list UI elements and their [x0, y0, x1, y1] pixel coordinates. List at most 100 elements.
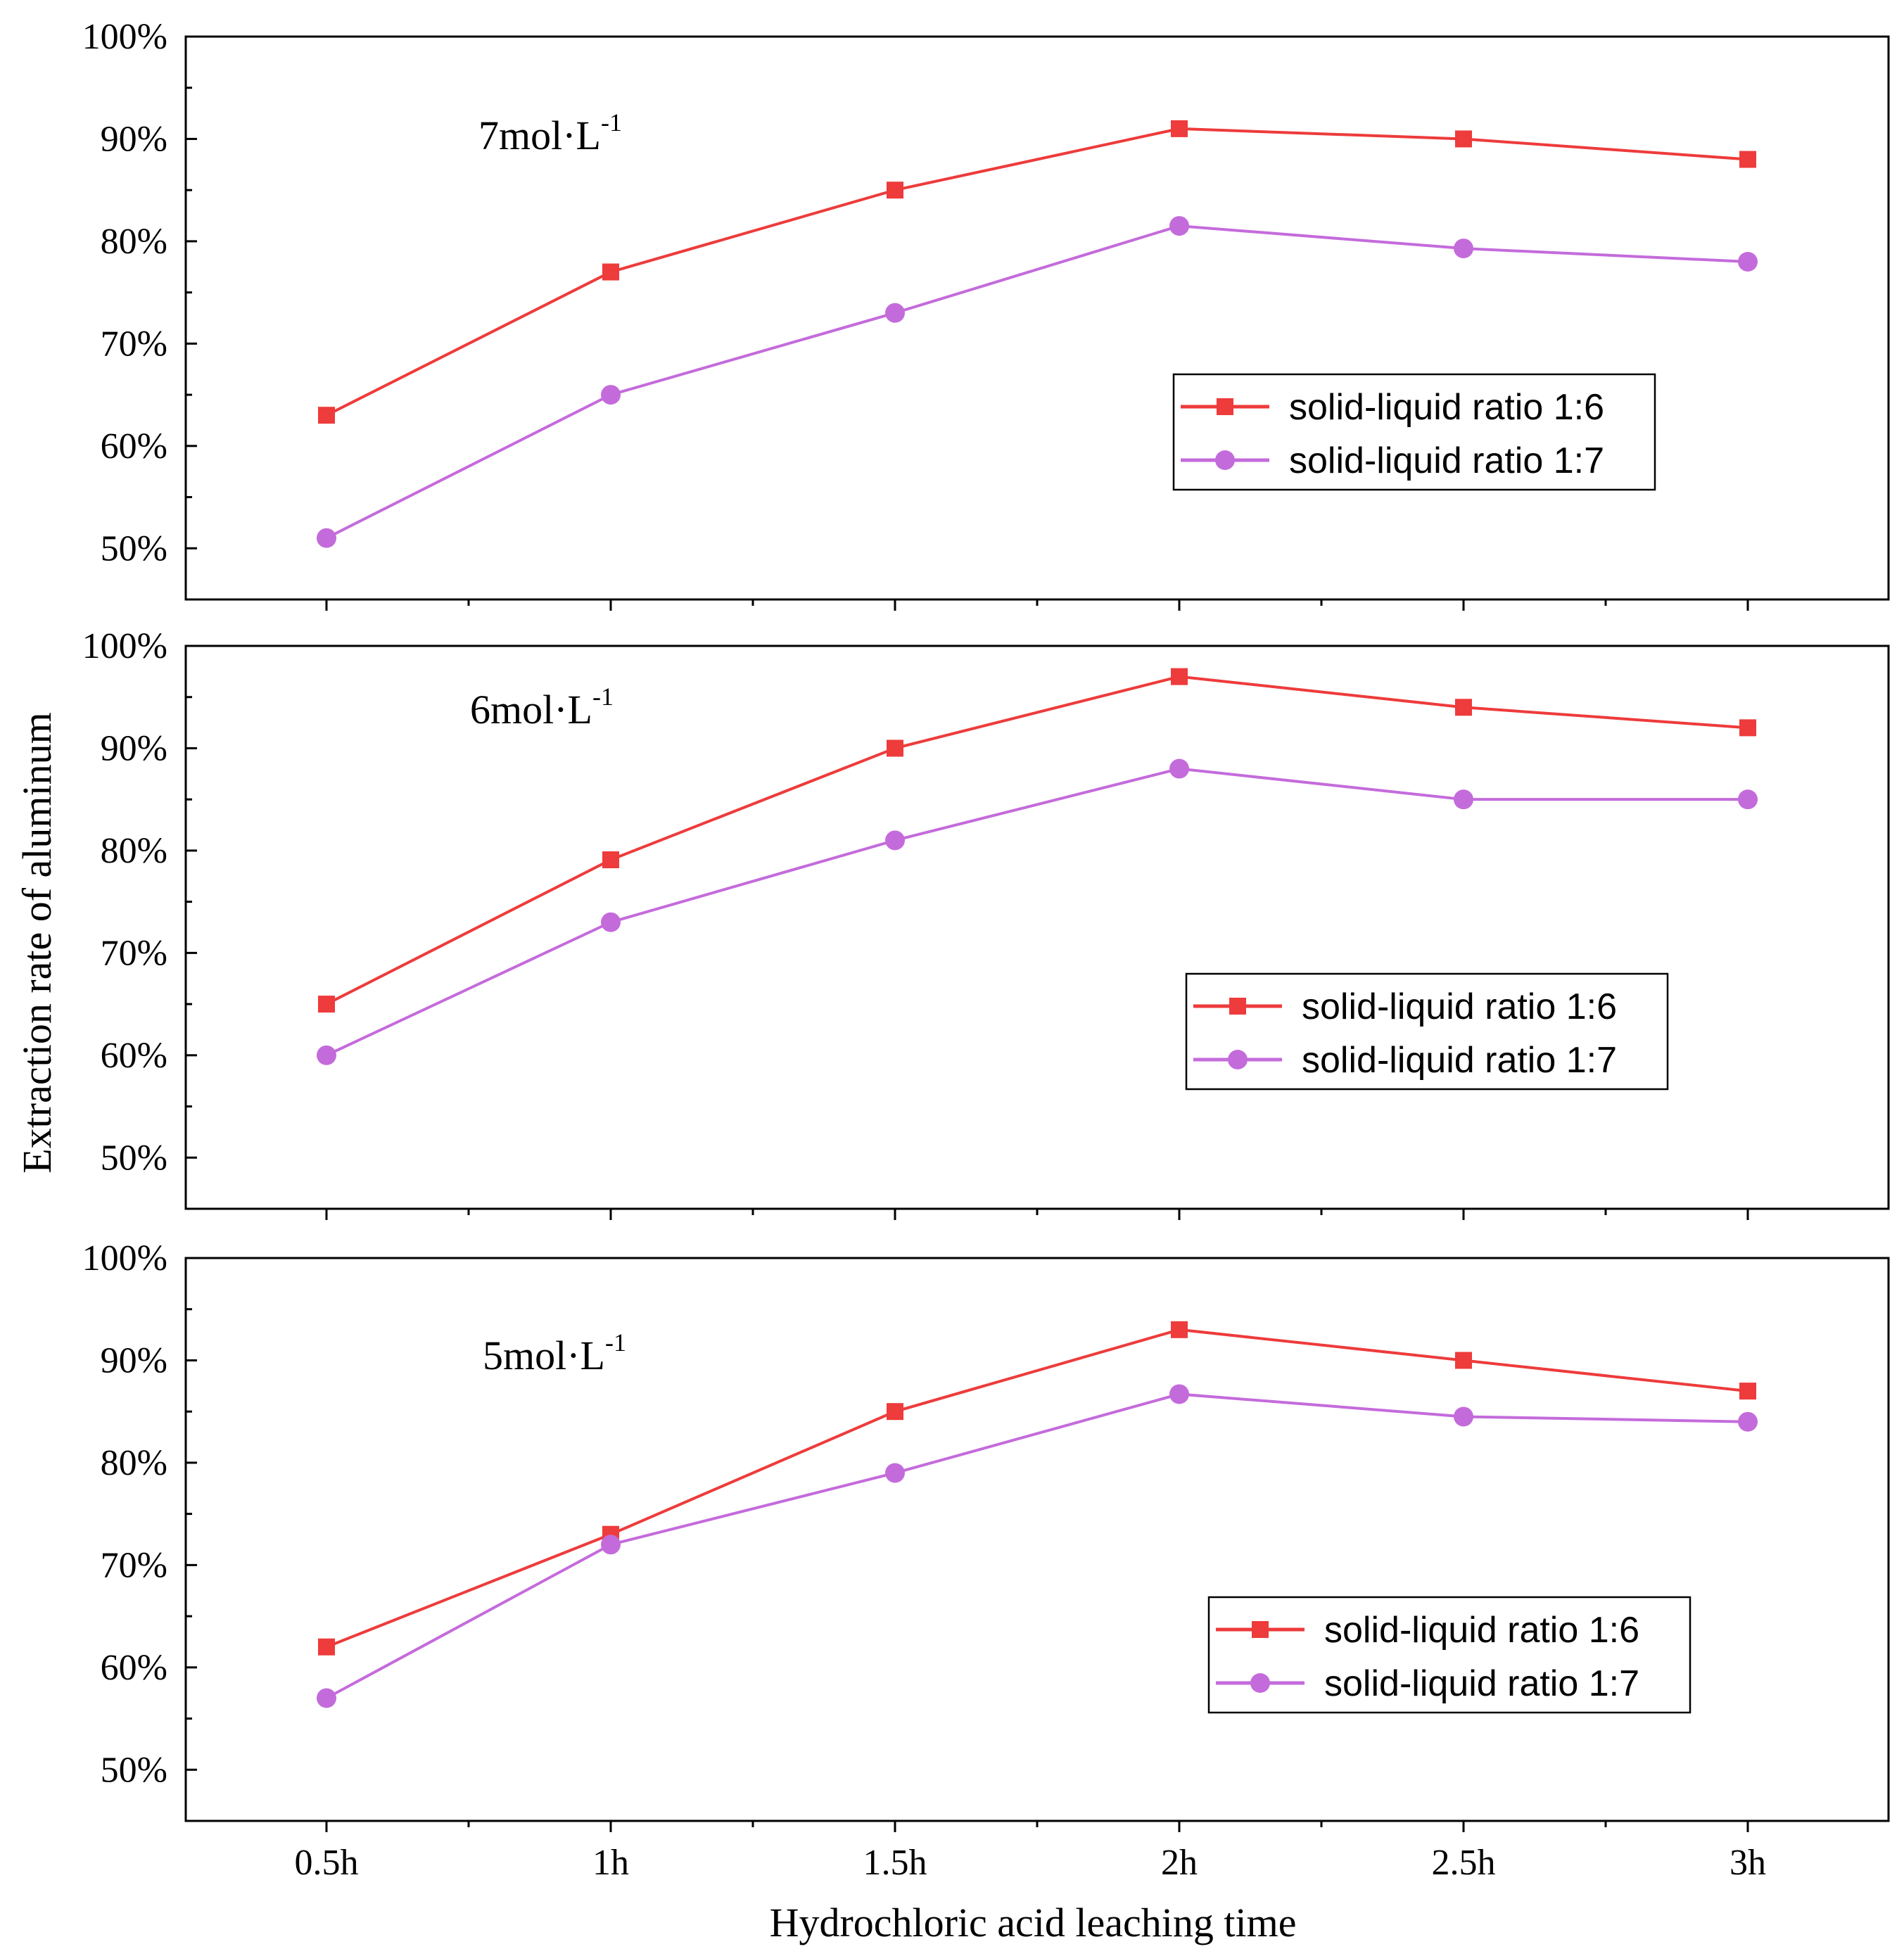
data-point-circle: [1454, 789, 1473, 810]
data-point-circle: [317, 1045, 336, 1065]
data-point-circle: [1738, 252, 1758, 272]
legend: solid-liquid ratio 1:6 solid-liquid ratio…: [1185, 972, 1669, 1091]
series-line-ratio-1-6: [326, 1328, 1748, 1649]
y-tick-label: 70%: [101, 933, 167, 973]
y-tick-label: 80%: [101, 831, 167, 871]
data-point-square: [1455, 1352, 1472, 1369]
x-tick-labels: 0.5h 1h 1.5h 2h 2.5h 3h: [295, 1843, 1767, 1883]
legend-box: [1207, 1596, 1692, 1714]
data-point-circle: [1169, 758, 1189, 779]
data-point-circle: [317, 528, 336, 548]
x-tick-label: 2h: [1161, 1843, 1198, 1883]
panel-label-superscript: -1: [605, 1328, 626, 1357]
x-tick-label: 3h: [1730, 1843, 1766, 1883]
data-point-circle: [317, 1688, 336, 1708]
data-point-square: [602, 263, 619, 281]
panel-label-superscript: -1: [592, 682, 614, 711]
x-tick-label: 1.5h: [863, 1843, 927, 1883]
y-tick-label: 70%: [101, 1545, 167, 1585]
panel-label: 5mol·L-1: [483, 1328, 626, 1378]
y-tick-label: 100%: [82, 1238, 167, 1278]
data-point-square: [1171, 668, 1188, 685]
panel-2: 50% 60% 70% 80% 90% 100% 6mol·L-1 solid-liquid …: [82, 626, 1890, 1220]
legend-marker-square: [1217, 398, 1233, 415]
y-axis-title: Extraction rate of aluminum: [14, 712, 60, 1174]
data-point-square: [1739, 719, 1756, 737]
data-point-circle: [1169, 1384, 1189, 1404]
y-tick-label: 60%: [101, 426, 167, 466]
data-point-circle: [601, 385, 621, 405]
y-tick-label: 50%: [101, 1138, 167, 1178]
y-tick-label: 90%: [101, 728, 167, 768]
data-point-square: [1455, 699, 1472, 716]
panel-3: 50% 60% 70% 80% 90% 100% 5mol·L-1 solid-liquid …: [82, 1238, 1890, 1832]
data-point-circle: [1169, 216, 1189, 236]
legend-label: solid-liquid ratio 1:6: [1324, 1610, 1639, 1651]
data-point-square: [318, 1638, 335, 1656]
legend-label: solid-liquid ratio 1:7: [1289, 440, 1604, 481]
legend-marker-square: [1252, 1621, 1269, 1638]
data-point-circle: [885, 303, 905, 323]
y-tick-label: 60%: [101, 1648, 167, 1688]
y-tick-label: 70%: [101, 324, 167, 364]
data-point-circle: [1738, 1411, 1758, 1432]
data-point-square: [887, 1403, 903, 1421]
x-tick-label: 2.5h: [1432, 1843, 1496, 1883]
panel-label: 6mol·L-1: [470, 682, 614, 732]
data-point-circle: [885, 830, 905, 851]
x-tick-label: 0.5h: [295, 1843, 359, 1883]
y-tick-label: 60%: [101, 1036, 167, 1076]
legend-marker-circle: [1228, 1050, 1248, 1069]
data-point-square: [1455, 130, 1472, 148]
legend-box: [1185, 972, 1669, 1091]
data-point-square: [318, 407, 335, 424]
panel-1: 50% 60% 70% 80% 90% 100% 7mol·L-1 solid-liquid …: [82, 17, 1890, 611]
legend-label: solid-liquid ratio 1:6: [1302, 986, 1617, 1027]
data-point-circle: [601, 1535, 621, 1555]
legend-marker-circle: [1250, 1673, 1270, 1693]
data-point-square: [1739, 151, 1756, 168]
panel-label-superscript: -1: [601, 108, 622, 136]
panel-label: 7mol·L-1: [478, 108, 622, 158]
data-point-square: [1171, 1321, 1188, 1338]
series-line-ratio-1-7: [326, 1392, 1748, 1700]
panels-layer: 50% 60% 70% 80% 90% 100% 7mol·L-1 solid-liquid …: [82, 17, 1890, 1883]
data-point-square: [887, 182, 903, 199]
legend: solid-liquid ratio 1:6 solid-liquid ratio…: [1207, 1596, 1692, 1714]
data-point-square: [1171, 120, 1188, 137]
legend-marker-circle: [1215, 450, 1235, 470]
series-line-ratio-1-7: [326, 224, 1748, 540]
data-point-circle: [1454, 1406, 1473, 1427]
legend-label: solid-liquid ratio 1:7: [1302, 1040, 1617, 1081]
data-point-circle: [1738, 789, 1758, 810]
x-tick-label: 1h: [592, 1843, 629, 1883]
legend: solid-liquid ratio 1:6 solid-liquid ratio…: [1172, 373, 1656, 491]
data-point-circle: [1454, 239, 1473, 259]
series-line-ratio-1-7: [326, 767, 1748, 1057]
data-point-square: [602, 851, 619, 868]
y-tick-label: 80%: [101, 222, 167, 262]
data-point-square: [887, 739, 903, 757]
legend-label: solid-liquid ratio 1:7: [1324, 1663, 1639, 1704]
plot-frame: [184, 644, 1890, 1210]
y-tick-label: 100%: [82, 17, 167, 57]
y-tick-label: 100%: [82, 626, 167, 666]
data-point-square: [1739, 1383, 1756, 1400]
x-axis-title: Hydrochloric acid leaching time: [770, 1900, 1297, 1945]
data-point-circle: [885, 1463, 905, 1483]
series-line-ratio-1-6: [326, 675, 1748, 1005]
plot-frame: [184, 1257, 1890, 1822]
legend-marker-square: [1229, 998, 1246, 1015]
data-point-square: [318, 996, 335, 1013]
legend-label: solid-liquid ratio 1:6: [1289, 387, 1604, 428]
series-line-ratio-1-6: [326, 127, 1748, 417]
y-tick-label: 90%: [101, 1340, 167, 1380]
plot-frame: [184, 35, 1890, 601]
y-tick-label: 90%: [101, 119, 167, 159]
y-tick-label: 50%: [101, 1750, 167, 1790]
y-tick-label: 80%: [101, 1443, 167, 1483]
data-point-circle: [601, 912, 621, 932]
y-tick-label: 50%: [101, 528, 167, 569]
legend-box: [1172, 373, 1656, 491]
